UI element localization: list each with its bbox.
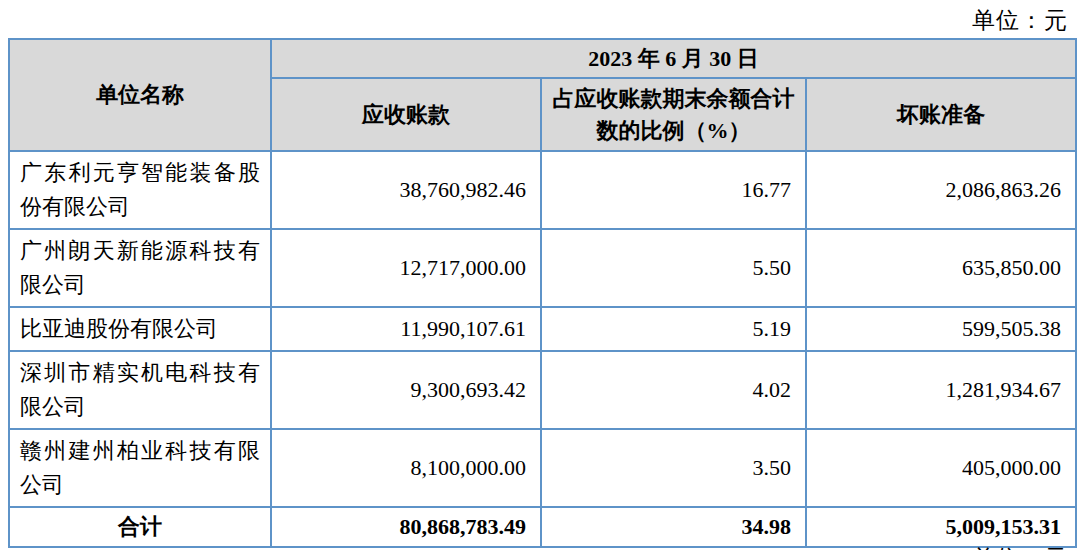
receivable-value: 9,300,693.42	[271, 351, 541, 429]
total-receivable: 80,868,783.49	[271, 507, 541, 547]
receivables-table: 单位名称 2023 年 6 月 30 日 应收账款 占应收账款期末余额合计数的比…	[8, 38, 1077, 548]
unit-note-bottom-cutoff: 单位：元	[972, 543, 1068, 550]
total-label: 合计	[9, 507, 271, 547]
table-row: 广州朗天新能源科技有限公司 12,717,000.00 5.50 635,850…	[9, 229, 1076, 307]
table-row: 比亚迪股份有限公司 11,990,107.61 5.19 599,505.38	[9, 307, 1076, 351]
bad-debt-value: 1,281,934.67	[806, 351, 1076, 429]
header-unit-name: 单位名称	[9, 39, 271, 151]
header-row-date: 单位名称 2023 年 6 月 30 日	[9, 39, 1076, 78]
total-row: 合计 80,868,783.49 34.98 5,009,153.31	[9, 507, 1076, 547]
company-name: 比亚迪股份有限公司	[9, 307, 271, 351]
bad-debt-value: 2,086,863.26	[806, 151, 1076, 229]
receivable-value: 11,990,107.61	[271, 307, 541, 351]
company-name: 广州朗天新能源科技有限公司	[9, 229, 271, 307]
ratio-value: 5.19	[541, 307, 806, 351]
bad-debt-value: 405,000.00	[806, 429, 1076, 507]
company-name: 赣州建州柏业科技有限公司	[9, 429, 271, 507]
receivable-value: 12,717,000.00	[271, 229, 541, 307]
table-row: 广东利元亨智能装备股份有限公司 38,760,982.46 16.77 2,08…	[9, 151, 1076, 229]
unit-note-top: 单位：元	[972, 5, 1068, 36]
total-bad-debt: 5,009,153.31	[806, 507, 1076, 547]
bad-debt-value: 599,505.38	[806, 307, 1076, 351]
ratio-value: 5.50	[541, 229, 806, 307]
receivable-value: 38,760,982.46	[271, 151, 541, 229]
header-ratio: 占应收账款期末余额合计数的比例（%）	[541, 78, 806, 151]
receivable-value: 8,100,000.00	[271, 429, 541, 507]
table-row: 深圳市精实机电科技有限公司 9,300,693.42 4.02 1,281,93…	[9, 351, 1076, 429]
header-date-group: 2023 年 6 月 30 日	[271, 39, 1076, 78]
header-bad-debt: 坏账准备	[806, 78, 1076, 151]
header-receivable: 应收账款	[271, 78, 541, 151]
company-name: 深圳市精实机电科技有限公司	[9, 351, 271, 429]
table-row: 赣州建州柏业科技有限公司 8,100,000.00 3.50 405,000.0…	[9, 429, 1076, 507]
bad-debt-value: 635,850.00	[806, 229, 1076, 307]
total-ratio: 34.98	[541, 507, 806, 547]
document-page: 单位：元 单位名称 2023 年 6 月 30 日 应收账款 占应收账款期末余额…	[0, 0, 1080, 550]
ratio-value: 16.77	[541, 151, 806, 229]
ratio-value: 4.02	[541, 351, 806, 429]
ratio-value: 3.50	[541, 429, 806, 507]
company-name: 广东利元亨智能装备股份有限公司	[9, 151, 271, 229]
